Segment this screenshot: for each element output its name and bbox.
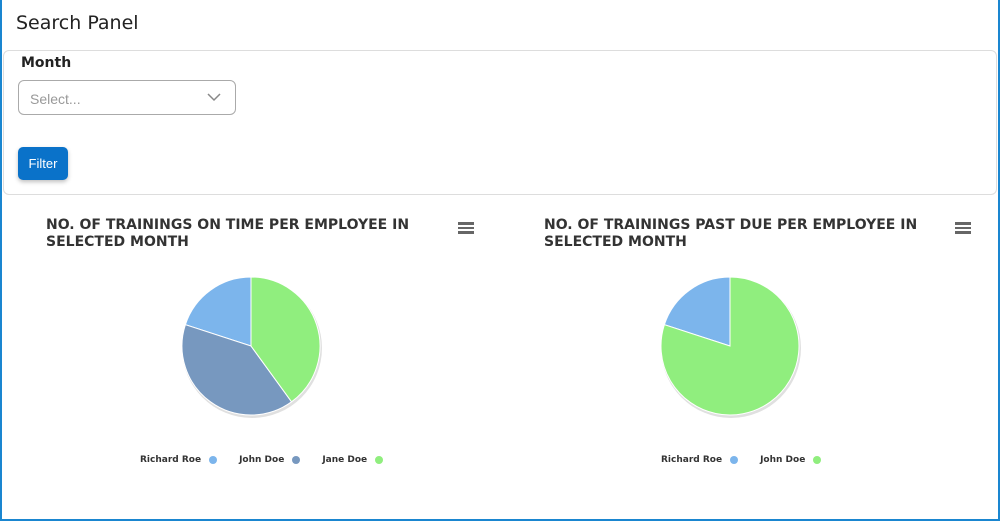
legend-dot-icon: [209, 456, 218, 464]
filter-button[interactable]: Filter: [18, 147, 68, 180]
pie-slice-john-doe[interactable]: [181, 324, 293, 416]
pie-slice-richard-roe[interactable]: [663, 276, 731, 347]
chart-menu-icon[interactable]: [458, 222, 474, 236]
pie-slice-jane-doe[interactable]: [250, 276, 321, 403]
legend-label: John Doe: [760, 455, 806, 465]
chart-legend: Richard Roe John Doe: [661, 455, 843, 465]
chart-on-time: NO. OF TRAININGS ON TIME PER EMPLOYEE IN…: [30, 200, 500, 490]
pie-svg: [181, 276, 322, 418]
chart-legend: Richard Roe John Doe Jane Doe: [140, 455, 405, 465]
chart-past-due: NO. OF TRAININGS PAST DUE PER EMPLOYEE I…: [528, 200, 998, 490]
legend-label: Jane Doe: [322, 455, 368, 465]
pie-slice-john-doe[interactable]: [660, 276, 800, 416]
legend-label: Richard Roe: [140, 455, 202, 465]
legend-dot-icon: [375, 456, 384, 464]
legend-label: John Doe: [239, 455, 285, 465]
legend-item[interactable]: John Doe: [760, 455, 822, 465]
month-select-placeholder: Select...: [30, 91, 81, 107]
legend-item[interactable]: Jane Doe: [322, 455, 384, 465]
pie-svg: [660, 276, 801, 418]
search-panel: Month Select... Filter: [3, 50, 997, 195]
month-select[interactable]: Select...: [18, 80, 236, 115]
legend-dot-icon: [292, 456, 301, 464]
legend-label: Richard Roe: [661, 455, 723, 465]
chart-title: NO. OF TRAININGS ON TIME PER EMPLOYEE IN…: [46, 217, 410, 250]
legend-dot-icon: [813, 456, 822, 464]
chart-menu-icon[interactable]: [955, 222, 971, 236]
chart-title: NO. OF TRAININGS PAST DUE PER EMPLOYEE I…: [544, 217, 918, 250]
month-label: Month: [21, 55, 72, 71]
chevron-down-icon: [207, 93, 221, 102]
legend-item[interactable]: John Doe: [239, 455, 301, 465]
legend-item[interactable]: Richard Roe: [661, 455, 739, 465]
legend-item[interactable]: Richard Roe: [140, 455, 218, 465]
legend-dot-icon: [730, 456, 739, 464]
page-title: Search Panel: [16, 12, 139, 34]
pie-slice-richard-roe[interactable]: [184, 276, 252, 347]
